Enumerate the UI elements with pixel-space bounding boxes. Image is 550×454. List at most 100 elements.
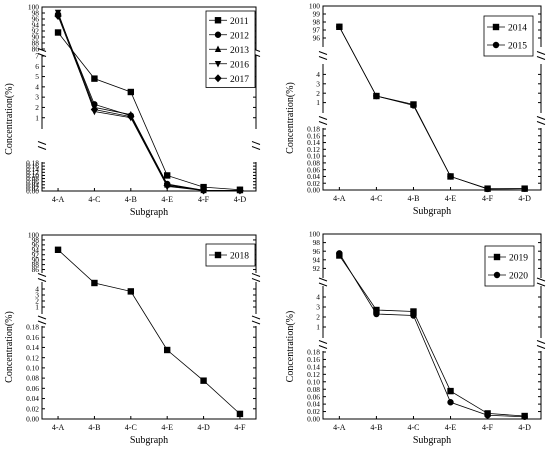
- y-tick-label: 94: [32, 245, 40, 254]
- legend-label: 2018: [230, 252, 249, 262]
- y-tick-label: 1: [316, 323, 320, 332]
- y-tick-label: 97: [313, 26, 321, 35]
- y-tick-label: 90: [32, 255, 40, 264]
- axis-break-mark: [318, 282, 328, 287]
- data-point-2017: [236, 186, 244, 195]
- y-tick-label: 0.12: [26, 353, 39, 362]
- legend-label: 2019: [509, 254, 528, 264]
- y-tick-label: 4: [316, 293, 320, 302]
- y-tick-label: 98: [32, 9, 40, 18]
- chart-panel-1: 0.000.020.040.060.080.100.120.140.160.18…: [4, 3, 261, 218]
- axis-break-mark: [37, 146, 47, 150]
- plot-frame: [41, 6, 257, 192]
- y-tick-label: 0.16: [26, 162, 39, 171]
- axis-break-mark: [37, 278, 47, 282]
- data-point-2018: [127, 288, 135, 295]
- y-axis-title: Concentration(%): [4, 83, 15, 155]
- axis-break-mark: [318, 116, 328, 120]
- data-point-2011: [163, 172, 171, 179]
- y-tick-label: 6: [35, 62, 39, 71]
- data-point-2011: [91, 75, 98, 82]
- y-tick-label: 3: [35, 291, 39, 300]
- y-tick-label: 0.08: [26, 174, 39, 183]
- data-point-2020: [447, 399, 454, 406]
- axis-break-mark: [536, 116, 546, 120]
- data-point-2017: [199, 186, 208, 195]
- y-tick-label: 86: [32, 45, 40, 54]
- y-tick-label: 96: [32, 240, 40, 249]
- axis-break-mark: [37, 320, 47, 325]
- data-point-2015: [373, 92, 380, 100]
- axis-break-mark: [318, 340, 328, 344]
- data-point-2018: [200, 377, 207, 384]
- data-point-2020: [484, 412, 491, 419]
- x-tick-label: 4-E: [161, 195, 173, 204]
- y-tick-label: 94: [32, 21, 40, 30]
- x-tick-label: 4-F: [482, 423, 494, 432]
- x-tick-label: 4-F: [198, 195, 210, 204]
- y-tick-label: 90: [32, 33, 40, 42]
- y-tick-label: 4: [316, 70, 320, 79]
- x-tick-label: 4-B: [125, 195, 137, 204]
- y-tick-label: 7: [35, 52, 39, 61]
- x-axis-title: Subgraph: [413, 206, 451, 217]
- data-point-2018: [91, 279, 98, 287]
- axis-break-mark: [251, 146, 261, 150]
- y-tick-label: 0.12: [307, 145, 320, 154]
- legend-box: [205, 243, 256, 267]
- y-tick-label: 0.02: [26, 404, 39, 413]
- y-tick-label: 5: [35, 72, 39, 81]
- axis-break-gap: [253, 273, 259, 282]
- y-tick-label: 100: [309, 230, 320, 239]
- y-axis-title: Concentration(%): [285, 311, 296, 383]
- y-tick-label: 0.08: [307, 385, 320, 394]
- y-tick-label: 0.00: [307, 415, 320, 424]
- y-tick-label: 92: [32, 250, 40, 259]
- data-point-2019: [447, 387, 454, 395]
- y-tick-label: 92: [313, 264, 321, 273]
- y-tick-label: 3: [316, 79, 320, 88]
- y-tick-label: 98: [313, 18, 321, 27]
- x-tick-label: 4-B: [407, 194, 419, 203]
- x-tick-label: 4-F: [482, 194, 494, 203]
- axis-break-mark: [251, 141, 261, 145]
- x-axis-title: Subgraph: [130, 207, 168, 218]
- series-line-2019: [339, 255, 525, 417]
- axis-break-mark: [37, 48, 47, 52]
- data-point-2011: [127, 88, 135, 96]
- y-tick-label: 0.00: [26, 415, 39, 424]
- data-point-2017: [127, 112, 135, 121]
- data-point-2015: [484, 185, 491, 193]
- data-point-2018: [236, 410, 244, 418]
- x-tick-label: 4-A: [52, 195, 65, 204]
- series-line-2015: [338, 26, 525, 190]
- x-tick-label: 4-C: [370, 194, 382, 203]
- x-tick-label: 4-D: [197, 423, 210, 432]
- data-point-2019: [410, 308, 417, 315]
- legend-marker-2017: [214, 74, 222, 83]
- axis-break-mark: [536, 277, 546, 282]
- legend-marker-2019: [493, 253, 501, 261]
- series-line-2018: [57, 249, 241, 415]
- x-tick-label: 4-E: [445, 194, 457, 203]
- axis-break-mark: [536, 345, 546, 349]
- y-tick-label: 4: [35, 82, 39, 91]
- legend-label: 2013: [230, 46, 249, 56]
- axis-break-gap: [538, 338, 544, 351]
- axis-break-mark: [536, 56, 546, 60]
- legend-marker-2014: [492, 23, 500, 31]
- x-tick-label: 4-B: [88, 423, 100, 432]
- plot-frame: [322, 5, 542, 191]
- y-tick-label: 0.06: [26, 177, 39, 186]
- axis-break-gap: [253, 129, 259, 162]
- data-point-2020: [336, 250, 343, 257]
- y-tick-label: 0.00: [26, 187, 39, 196]
- y-tick-label: 1: [316, 98, 320, 107]
- y-tick-label: 2: [35, 297, 39, 306]
- y-tick-label: 0.04: [307, 172, 320, 181]
- axis-break-gap: [320, 113, 326, 128]
- y-tick-label: 92: [32, 27, 40, 36]
- y-tick-label: 2: [35, 103, 39, 112]
- legend-label: 2020: [509, 272, 528, 282]
